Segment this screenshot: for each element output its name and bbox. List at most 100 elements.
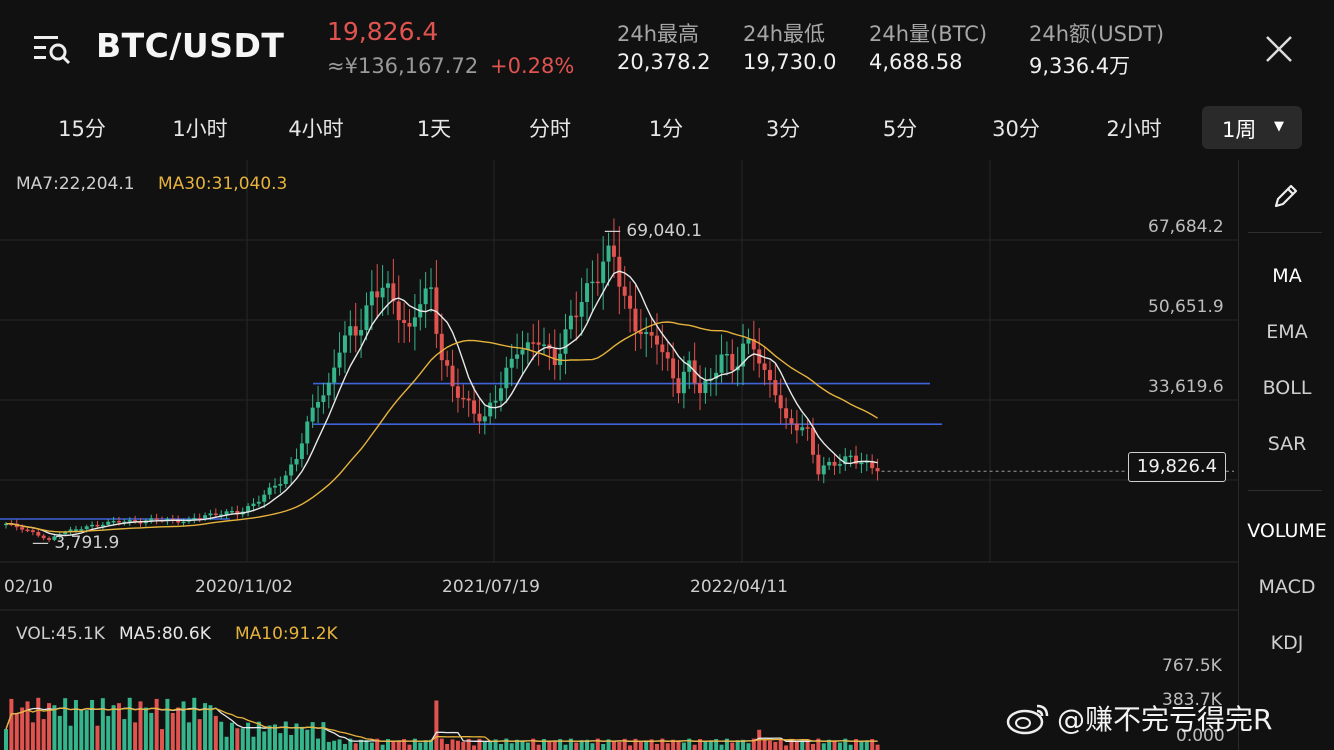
candle bbox=[294, 458, 299, 465]
indicator-volume[interactable]: VOLUME bbox=[1247, 520, 1327, 542]
volume-bar bbox=[138, 701, 143, 750]
close-icon[interactable] bbox=[1264, 34, 1294, 64]
candle bbox=[111, 521, 116, 523]
candle bbox=[493, 400, 498, 403]
volume-bar bbox=[837, 742, 842, 750]
volume-bar bbox=[213, 715, 218, 750]
volume-bar bbox=[601, 743, 606, 750]
candle bbox=[208, 513, 213, 516]
pair-title[interactable]: BTC/USDT bbox=[96, 26, 285, 65]
volume-bar bbox=[14, 712, 19, 750]
kline-chart[interactable] bbox=[0, 160, 1238, 750]
candle bbox=[396, 301, 401, 321]
tab-5m[interactable]: 5分 bbox=[882, 117, 918, 141]
volume-bar bbox=[229, 722, 234, 750]
volume-bar bbox=[429, 739, 434, 750]
tab-3m[interactable]: 3分 bbox=[765, 117, 801, 141]
candle bbox=[676, 378, 681, 394]
volume-bar bbox=[192, 697, 197, 750]
candle bbox=[305, 421, 310, 444]
indicator-ema[interactable]: EMA bbox=[1266, 321, 1308, 343]
volume-bar bbox=[800, 740, 805, 750]
indicator-boll[interactable]: BOLL bbox=[1262, 377, 1312, 399]
volume-bar bbox=[714, 739, 719, 750]
volume-bar bbox=[30, 722, 35, 750]
tab-30m[interactable]: 30分 bbox=[992, 117, 1040, 141]
volume-bar bbox=[90, 699, 95, 750]
candle bbox=[875, 468, 880, 472]
candle bbox=[536, 342, 541, 345]
x-tick-4: 2022/04/11 bbox=[690, 577, 788, 597]
candle bbox=[229, 510, 234, 513]
volume-bar bbox=[203, 703, 208, 750]
candle bbox=[41, 535, 46, 539]
tab-1w-dropdown[interactable]: 1周 ▼ bbox=[1202, 106, 1302, 149]
volume-bar bbox=[305, 729, 310, 750]
volume-bar bbox=[181, 701, 186, 750]
candle bbox=[784, 408, 789, 419]
tab-time-share[interactable]: 分时 bbox=[529, 117, 571, 141]
candle bbox=[854, 455, 859, 464]
candle bbox=[461, 397, 466, 400]
candle bbox=[811, 427, 815, 455]
tab-15m[interactable]: 15分 bbox=[58, 117, 106, 141]
tab-1h[interactable]: 1小时 bbox=[172, 117, 228, 141]
vol-y-tick-3: 0.000 bbox=[1176, 726, 1225, 746]
candle bbox=[870, 460, 875, 469]
volume-bar bbox=[563, 744, 568, 750]
candle bbox=[498, 388, 503, 401]
candle bbox=[25, 529, 30, 532]
tab-1d[interactable]: 1天 bbox=[416, 117, 452, 141]
indicator-sar[interactable]: SAR bbox=[1267, 433, 1307, 455]
volume-bar bbox=[531, 738, 536, 750]
candle bbox=[671, 358, 676, 379]
tab-2h[interactable]: 2小时 bbox=[1106, 117, 1162, 141]
volume-bar bbox=[267, 725, 272, 750]
volume-bar bbox=[385, 739, 390, 750]
tab-4h[interactable]: 4小时 bbox=[288, 117, 344, 141]
candle bbox=[434, 287, 439, 334]
candle bbox=[767, 369, 772, 381]
volume-bar bbox=[111, 705, 116, 750]
volume-bar bbox=[9, 698, 14, 750]
indicator-kdj[interactable]: KDJ bbox=[1270, 632, 1304, 654]
candle bbox=[375, 291, 380, 298]
candle bbox=[192, 517, 197, 520]
candle bbox=[450, 365, 455, 387]
current-price-label: 19,826.4 bbox=[1128, 452, 1226, 482]
volume-bar bbox=[493, 739, 498, 750]
volume-bar bbox=[402, 739, 407, 750]
watermark-handle: @赚不完亏得完R bbox=[1057, 703, 1273, 736]
candle bbox=[256, 501, 261, 504]
candle bbox=[79, 529, 84, 531]
vol-y-tick-1: 767.5K bbox=[1162, 656, 1222, 676]
volume-bar bbox=[283, 721, 288, 750]
volume-bar bbox=[262, 731, 267, 750]
ma7-line bbox=[6, 270, 878, 537]
candle bbox=[154, 518, 159, 521]
volume-bar bbox=[256, 721, 261, 750]
volume-bar bbox=[854, 739, 859, 750]
pencil-icon[interactable] bbox=[1272, 182, 1300, 210]
volume-bar bbox=[472, 745, 477, 750]
volume-bar bbox=[730, 742, 735, 750]
candle bbox=[63, 532, 68, 535]
volume-bar bbox=[246, 722, 251, 750]
candle bbox=[246, 506, 251, 512]
indicator-macd[interactable]: MACD bbox=[1258, 576, 1316, 598]
candle bbox=[439, 333, 444, 361]
volume-bar bbox=[622, 738, 627, 750]
candle bbox=[730, 353, 735, 371]
volume-bar bbox=[455, 740, 460, 750]
volume-bar bbox=[251, 736, 256, 750]
candle bbox=[665, 352, 670, 359]
tab-1m[interactable]: 1分 bbox=[648, 117, 684, 141]
candle bbox=[778, 395, 783, 409]
volume-bar bbox=[778, 738, 783, 750]
side-divider-1 bbox=[1248, 232, 1322, 233]
menu-search-icon[interactable] bbox=[34, 32, 72, 66]
candle bbox=[289, 464, 294, 476]
indicator-ma[interactable]: MA bbox=[1272, 265, 1302, 287]
candle bbox=[84, 526, 89, 530]
volume-bar bbox=[864, 741, 869, 750]
